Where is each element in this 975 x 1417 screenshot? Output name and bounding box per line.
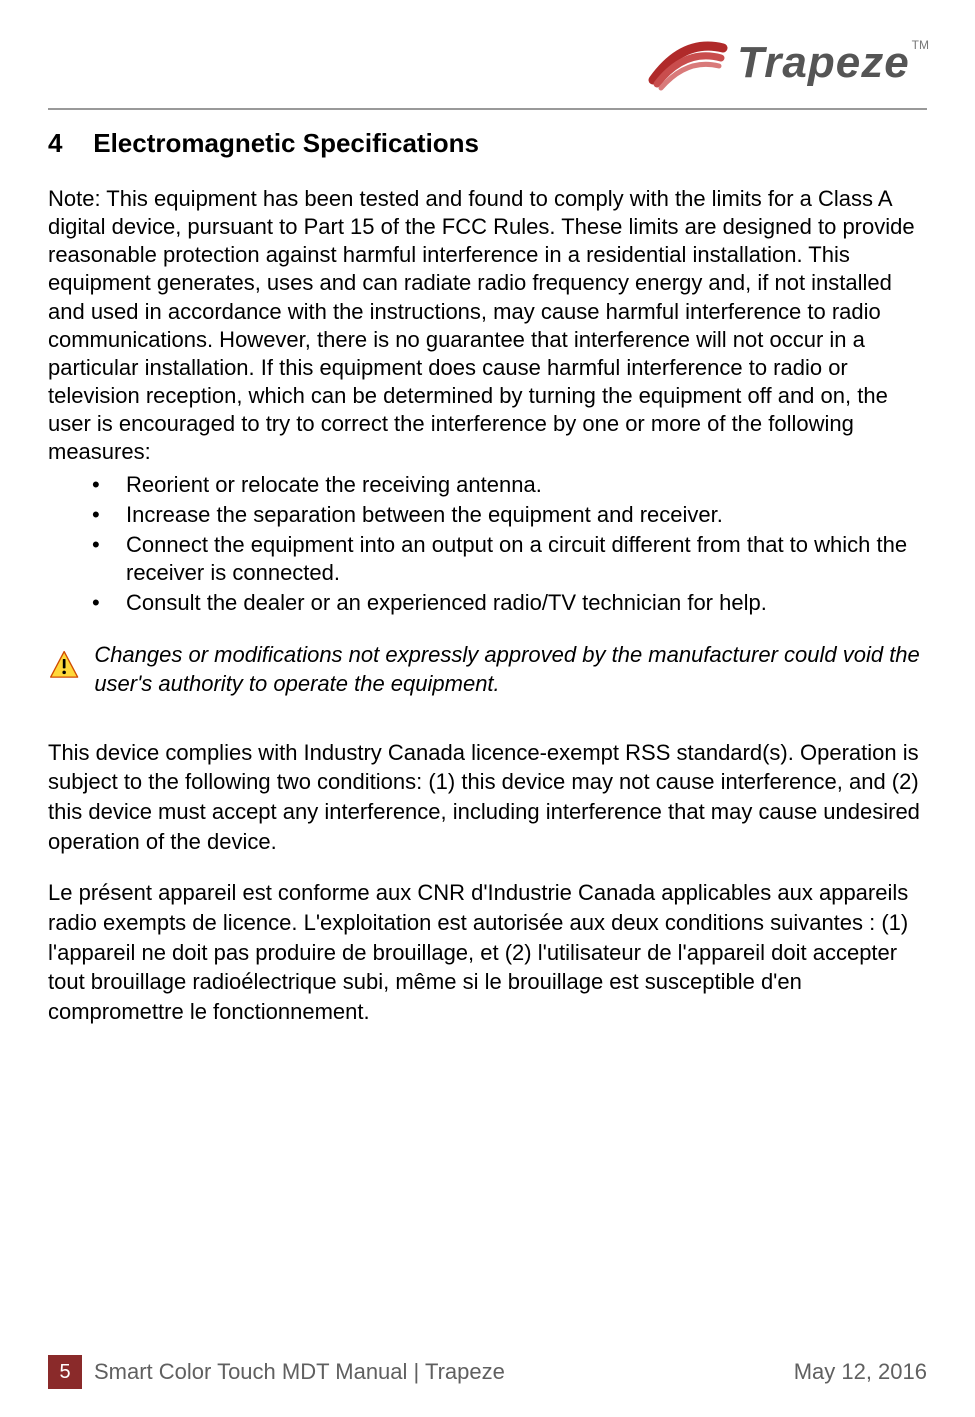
warning-text: Changes or modifications not expressly a… (94, 641, 927, 697)
list-item: Reorient or relocate the receiving anten… (92, 471, 927, 499)
measures-list: Reorient or relocate the receiving anten… (48, 471, 927, 618)
trademark-symbol: TM (912, 38, 929, 52)
footer-date: May 12, 2016 (794, 1359, 927, 1385)
section-heading: 4 Electromagnetic Specifications (48, 128, 927, 159)
page-number: 5 (48, 1355, 82, 1389)
list-item: Increase the separation between the equi… (92, 501, 927, 529)
section-title-text: Electromagnetic Specifications (93, 128, 479, 158)
list-item: Connect the equipment into an output on … (92, 531, 927, 587)
logo: Trapeze TM (643, 30, 927, 96)
footer-title: Smart Color Touch MDT Manual | Trapeze (94, 1359, 505, 1385)
warning-icon (48, 641, 80, 689)
page-container: Trapeze TM 4 Electromagnetic Specificati… (0, 0, 975, 1027)
logo-text: Trapeze (737, 38, 910, 88)
logo-arcs-icon (643, 30, 731, 96)
page-footer: 5 Smart Color Touch MDT Manual | Trapeze… (48, 1355, 927, 1389)
compliance-paragraph-fr: Le présent appareil est conforme aux CNR… (48, 878, 927, 1026)
intro-paragraph: Note: This equipment has been tested and… (48, 185, 927, 467)
list-item: Consult the dealer or an experienced rad… (92, 589, 927, 617)
page-header: Trapeze TM (48, 30, 927, 110)
warning-block: Changes or modifications not expressly a… (48, 641, 927, 697)
section-number: 4 (48, 128, 86, 159)
compliance-paragraph-en: This device complies with Industry Canad… (48, 738, 927, 857)
